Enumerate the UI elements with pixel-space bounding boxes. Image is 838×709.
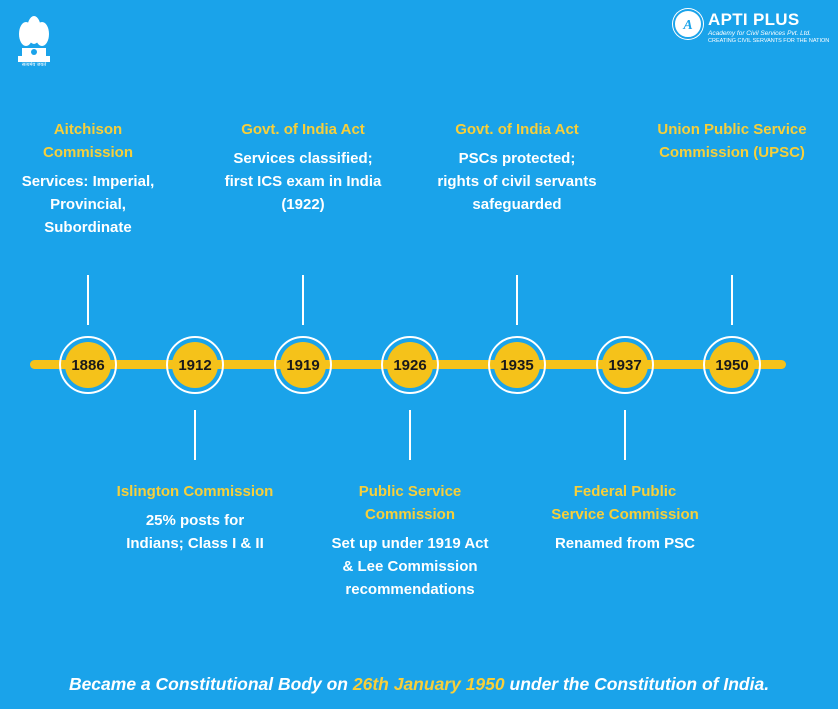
brand-name: APTI PLUS	[708, 10, 800, 29]
timeline-connector	[624, 410, 626, 460]
timeline-year: 1886	[65, 342, 111, 388]
timeline-year: 1926	[387, 342, 433, 388]
timeline-node: 1937	[596, 336, 654, 394]
timeline-connector	[731, 275, 733, 325]
brand-logo-block: A APTI PLUS Academy for Civil Services P…	[672, 8, 832, 48]
timeline-event: Aitchison Commission Services: Imperial, …	[8, 118, 168, 239]
timeline-year: 1919	[280, 342, 326, 388]
timeline-year: 1935	[494, 342, 540, 388]
footer-text-before: Became a Constitutional Body on	[68, 674, 353, 694]
event-description: Services: Imperial, Provincial, Subordin…	[21, 173, 155, 236]
timeline-node: 1886	[59, 336, 117, 394]
emblem-caption: सत्यमेव जयते	[21, 62, 47, 68]
event-description: Services classified; first ICS exam in I…	[224, 150, 382, 213]
national-emblem-icon	[18, 16, 50, 62]
timeline-event: Govt. of India Act Services classified; f…	[223, 118, 383, 216]
timeline-node: 1935	[488, 336, 546, 394]
timeline-connector	[302, 275, 304, 325]
timeline-year: 1912	[172, 342, 218, 388]
event-title: Govt. of India Act	[241, 121, 365, 138]
timeline-year: 1937	[602, 342, 648, 388]
timeline-event: Public Service Commission Set up under 19…	[330, 480, 490, 601]
event-title: Union Public Service Commission (UPSC)	[657, 121, 807, 161]
event-description: 25% posts for Indians; Class I & II	[126, 512, 264, 552]
timeline-event: Islington Commission 25% posts for Indian…	[115, 480, 275, 555]
footer-text-after: under the Constitution of India.	[504, 674, 770, 694]
brand-logo-icon: A	[672, 8, 704, 40]
svg-text:A: A	[682, 18, 692, 33]
timeline-event: Govt. of India Act PSCs protected; rights…	[437, 118, 597, 216]
timeline-connector	[87, 275, 89, 325]
event-title: Govt. of India Act	[455, 121, 579, 138]
timeline-connector	[194, 410, 196, 460]
timeline-node: 1950	[703, 336, 761, 394]
timeline-node: 1919	[274, 336, 332, 394]
event-title: Islington Commission	[116, 483, 274, 500]
event-description: Renamed from PSC	[554, 535, 696, 552]
footer-note: Became a Constitutional Body on 26th Jan…	[0, 674, 838, 695]
event-description: PSCs protected; rights of civil servants…	[437, 150, 597, 213]
timeline-connector	[409, 410, 411, 460]
event-title: Aitchison Commission	[42, 121, 133, 161]
timeline-node: 1926	[381, 336, 439, 394]
event-description: Set up under 1919 Act & Lee Commission r…	[331, 535, 489, 598]
event-title: Federal Public Service Commission	[551, 483, 699, 523]
event-title: Public Service Commission	[358, 483, 462, 523]
timeline-connector	[516, 275, 518, 325]
brand-subtitle: Academy for Civil Services Pvt. Ltd.	[708, 30, 811, 37]
timeline-event: Union Public Service Commission (UPSC)	[652, 118, 812, 164]
timeline-node: 1912	[166, 336, 224, 394]
footer-highlight-date: 26th January 1950	[352, 674, 505, 694]
brand-tagline: CREATING CIVIL SERVANTS FOR THE NATION	[708, 38, 830, 44]
timeline-event: Federal Public Service Commission Renamed…	[545, 480, 705, 555]
timeline-year: 1950	[709, 342, 755, 388]
